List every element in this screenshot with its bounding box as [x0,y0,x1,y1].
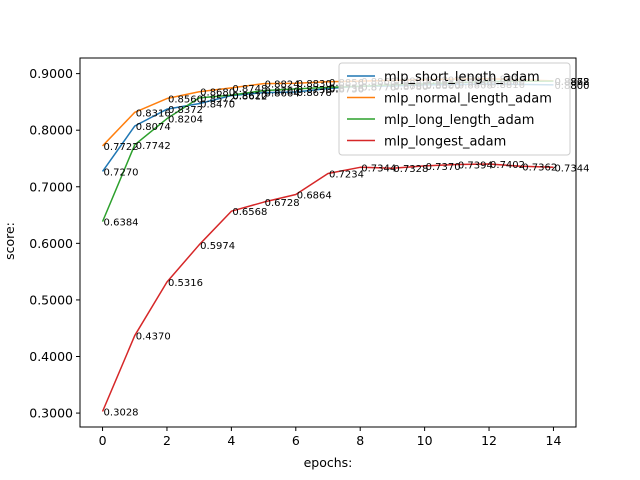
series-line-mlp_longest_adam [101,163,554,412]
y-tick-label: 0.6000 [29,236,73,251]
data-label: 0.7394 [458,160,493,171]
x-tick-label: 12 [481,433,497,448]
data-label: 0.8872 [554,77,589,88]
data-label: 0.7344 [554,163,589,174]
data-label: 0.7362 [522,162,557,173]
data-label: 0.7328 [393,164,428,175]
data-label: 0.5316 [168,278,203,289]
data-label: 0.8470 [200,100,235,111]
data-label: 0.6384 [104,218,139,229]
data-label: 0.6864 [297,190,332,201]
legend-entry: mlp_short_length_adam [384,70,540,85]
data-label: 0.8748 [232,84,267,95]
y-tick-label: 0.8000 [29,123,73,138]
data-label: 0.8824 [265,80,300,91]
x-tick-label: 0 [99,433,107,448]
data-label: 0.8680 [200,88,235,99]
data-label: 0.7270 [104,167,139,178]
x-axis-label: epochs: [304,455,353,470]
data-label: 0.8830 [297,79,332,90]
data-label: 0.4370 [136,332,171,343]
data-label: 0.8676 [297,88,332,99]
axes-layer: 0 2 4 6 8 10 12 14 0.3000 0.4000 0.5000 0.6000 0.700… [29,57,577,448]
y-tick-label: 0.4000 [29,349,73,364]
data-label: 0.7370 [426,162,461,173]
data-label: 0.8572 [200,94,235,105]
x-tick-label: 4 [227,433,235,448]
y-tick-label: 0.9000 [29,66,73,81]
data-label: 0.8800 [554,81,589,92]
data-label: 0.8560 [168,95,203,106]
data-label: 0.7742 [136,141,171,152]
data-label: 0.8612 [232,92,267,103]
data-label: 0.6568 [232,207,267,218]
legend-box [338,62,571,156]
legend: mlp_short_length_adam mlp_normal_length_a… [338,62,571,156]
data-label: 0.6728 [265,198,300,209]
data-label: 0.8372 [168,105,203,116]
data-label: 0.5974 [200,241,235,252]
data-label: 0.7722 [104,142,139,153]
data-label: 0.8730 [297,85,332,96]
x-tick-label: 14 [546,433,562,448]
data-label: 0.7344 [361,163,396,174]
y-axis-label: score: [2,222,17,260]
y-tick-label: 0.7000 [29,179,73,194]
y-tick-label: 0.3000 [29,406,73,421]
x-tick-label: 6 [292,433,300,448]
data-label: 0.8868 [554,77,589,88]
x-tick-label: 8 [356,433,364,448]
x-tick-label: 2 [163,433,171,448]
data-label: 0.7234 [329,170,364,181]
y-tick-label: 0.5000 [29,292,73,307]
data-label: 0.8316 [136,108,171,119]
data-label: 0.8074 [136,122,171,133]
legend-entry: mlp_longest_adam [384,135,506,150]
data-label: 0.7402 [490,160,525,171]
data-label: 0.3028 [104,408,139,419]
data-label: 0.8664 [265,89,300,100]
legend-entry: mlp_long_length_adam [384,113,534,128]
data-label: 0.8620 [232,91,267,102]
axes-frame [79,57,577,428]
data-label: 0.8204 [168,115,203,126]
data-label: 0.8700 [265,87,300,98]
x-tick-label: 10 [417,433,433,448]
legend-entry: mlp_normal_length_adam [384,92,552,107]
